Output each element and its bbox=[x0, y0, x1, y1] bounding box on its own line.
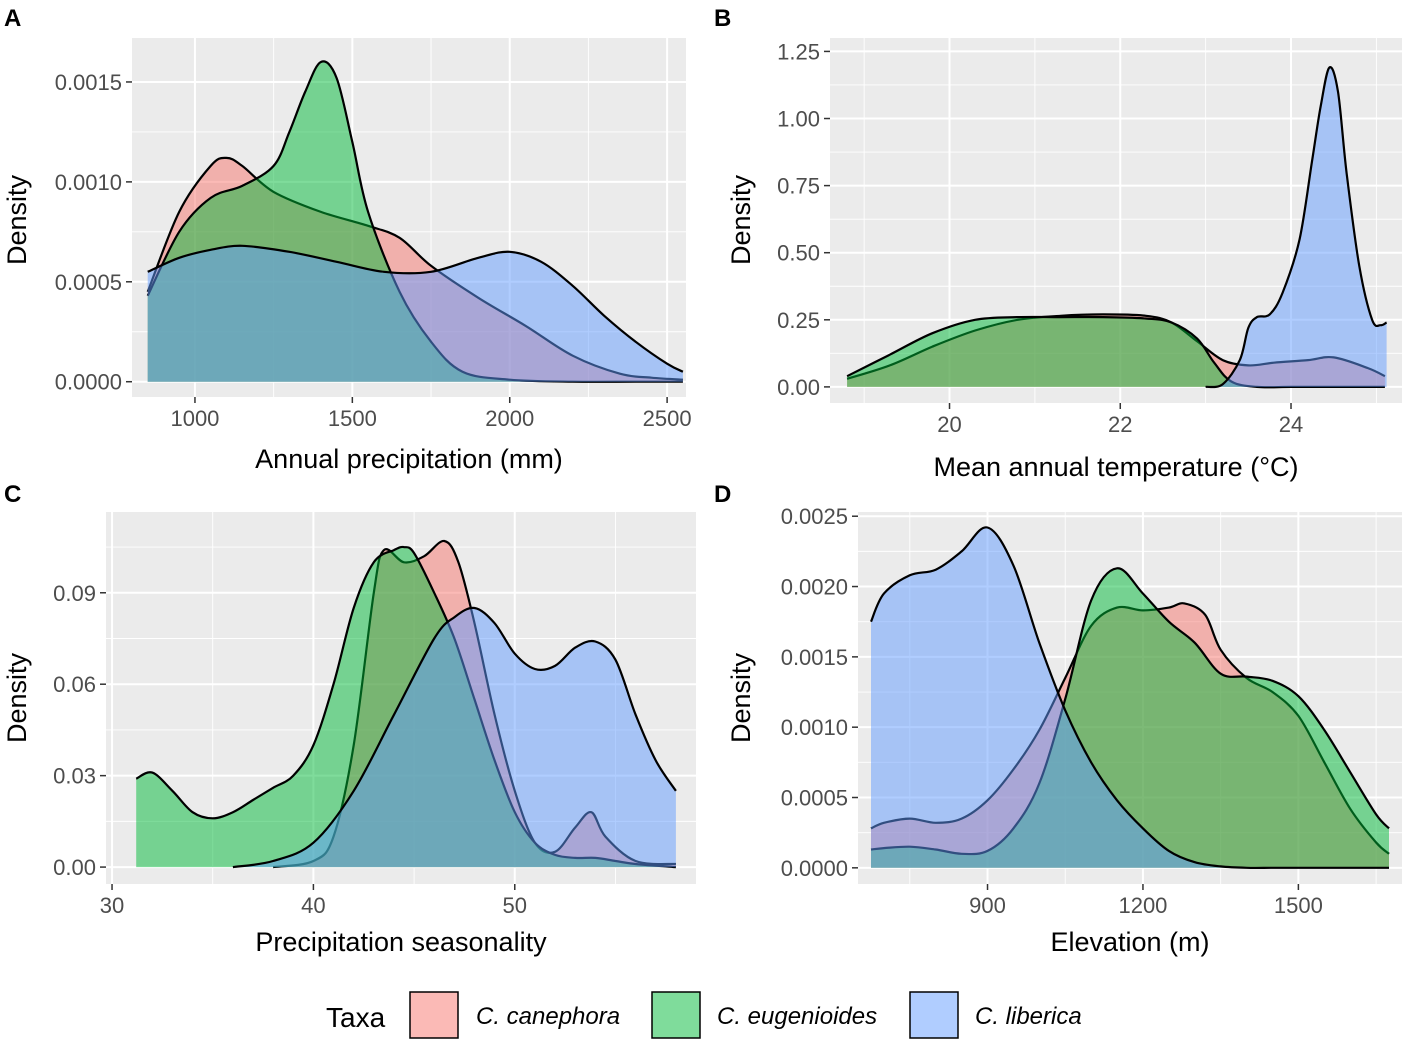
panel-d-y-tick-label: 0.0005 bbox=[781, 786, 848, 811]
panel-b-y-axis-title: Density bbox=[726, 174, 756, 265]
panel-a-x-tick-label: 1500 bbox=[328, 406, 377, 431]
panel-a: A 1000 1500 2000 2500 0.0000 0.0005 0.0010 0.00… bbox=[2, 5, 692, 474]
panel-a-x-tick-label: 1000 bbox=[170, 406, 219, 431]
panel-a-y-tick-label: 0.0015 bbox=[55, 70, 122, 95]
panel-d-area-c-liberica bbox=[871, 527, 1389, 868]
panel-b-x-tick-label: 20 bbox=[937, 412, 961, 437]
panel-d-y-tick-label: 0.0025 bbox=[781, 504, 848, 529]
panel-b-y-tick-label: 1.25 bbox=[777, 39, 820, 64]
panel-b-y-tick-label: 0.50 bbox=[777, 241, 820, 266]
panel-b-outline-c-eugenioides bbox=[846, 315, 1385, 389]
panel-c-y-tick-label: 0.09 bbox=[53, 581, 96, 606]
panel-a-outline-c-liberica bbox=[147, 244, 684, 373]
panel-d-y-tick-label: 0.0010 bbox=[781, 715, 848, 740]
panel-c-label: C bbox=[4, 481, 21, 508]
panel-d-y-axis-title: Density bbox=[726, 652, 756, 743]
panel-c: C 30 40 50 0.00 0.03 0.06 0.09 Precipitation se… bbox=[2, 481, 696, 957]
panel-a-area-c-liberica bbox=[147, 245, 683, 382]
panel-a-density-areas bbox=[146, 60, 684, 383]
panel-b-label: B bbox=[714, 5, 731, 32]
panel-c-x-axis-title: Precipitation seasonality bbox=[255, 927, 547, 957]
panel-d-x-tick-label: 1500 bbox=[1274, 893, 1323, 918]
panel-c-area-c-liberica bbox=[232, 607, 676, 868]
panel-c-y-axis-title: Density bbox=[2, 652, 32, 743]
panel-b-area-c-eugenioides bbox=[847, 316, 1385, 388]
panel-b-x-tick-label: 22 bbox=[1108, 412, 1132, 437]
panel-b-area-c-liberica bbox=[1205, 67, 1387, 388]
panel-a-x-tick-label: 2000 bbox=[485, 406, 534, 431]
panel-a-y-tick-label: 0.0010 bbox=[55, 170, 122, 195]
panel-c-y-tick-label: 0.03 bbox=[53, 764, 96, 789]
panel-b: B 20 22 24 0.00 0.25 0.50 0.75 1.00 1.25 Mean ann… bbox=[714, 5, 1402, 482]
panel-b-x-tick-label: 24 bbox=[1279, 412, 1303, 437]
legend-swatch-eugenioides bbox=[651, 991, 701, 1039]
panel-d-label: D bbox=[714, 481, 731, 508]
panel-d-y-tick-label: 0.0000 bbox=[781, 856, 848, 881]
legend-label-eugenioides: C. eugenioides bbox=[717, 1003, 877, 1030]
panel-b-x-axis-title: Mean annual temperature (°C) bbox=[934, 452, 1299, 482]
panel-d-x-tick-label: 900 bbox=[969, 893, 1006, 918]
panel-d: D 900 1200 1500 0.0000 0.0005 0.0010 0.0015 0.0… bbox=[714, 481, 1402, 957]
panel-b-y-tick-label: 0.00 bbox=[777, 375, 820, 400]
panel-d-y-tick-label: 0.0020 bbox=[781, 575, 848, 600]
panel-a-y-tick-label: 0.0005 bbox=[55, 270, 122, 295]
panel-c-density-areas bbox=[135, 539, 677, 869]
panel-d-density-areas bbox=[869, 526, 1390, 870]
panel-b-y-tick-label: 1.00 bbox=[777, 107, 820, 132]
panel-d-x-axis-title: Elevation (m) bbox=[1050, 927, 1209, 957]
panel-a-y-axis-title: Density bbox=[2, 174, 32, 265]
panel-b-y-tick-label: 0.25 bbox=[777, 308, 820, 333]
panel-c-y-tick-label: 0.00 bbox=[53, 855, 96, 880]
panel-c-x-tick-label: 50 bbox=[503, 893, 527, 918]
legend-label-liberica: C. liberica bbox=[975, 1003, 1082, 1030]
legend: Taxa C. canephora C. eugenioides C. libe… bbox=[326, 991, 1082, 1039]
panel-c-outline-c-liberica bbox=[232, 606, 677, 869]
panel-a-label: A bbox=[4, 5, 21, 32]
panel-c-y-tick-label: 0.06 bbox=[53, 672, 96, 697]
panel-d-y-tick-label: 0.0015 bbox=[781, 645, 848, 670]
panel-b-outline-c-liberica bbox=[1205, 66, 1388, 389]
panel-b-density-areas bbox=[846, 66, 1388, 389]
panel-d-outline-c-liberica bbox=[869, 526, 1389, 870]
panel-c-x-tick-label: 30 bbox=[100, 893, 124, 918]
panel-c-x-tick-label: 40 bbox=[301, 893, 325, 918]
panel-d-x-tick-label: 1200 bbox=[1118, 893, 1167, 918]
legend-swatch-liberica bbox=[909, 991, 959, 1039]
panel-b-y-tick-label: 0.75 bbox=[777, 174, 820, 199]
legend-title: Taxa bbox=[326, 1002, 386, 1033]
legend-swatch-canephora bbox=[409, 991, 459, 1039]
panel-d-area-c-eugenioides bbox=[871, 568, 1389, 868]
legend-label-canephora: C. canephora bbox=[476, 1003, 620, 1030]
panel-a-x-tick-label: 2500 bbox=[643, 406, 692, 431]
panel-a-x-axis-title: Annual precipitation (mm) bbox=[255, 444, 563, 474]
panel-a-y-tick-label: 0.0000 bbox=[55, 370, 122, 395]
